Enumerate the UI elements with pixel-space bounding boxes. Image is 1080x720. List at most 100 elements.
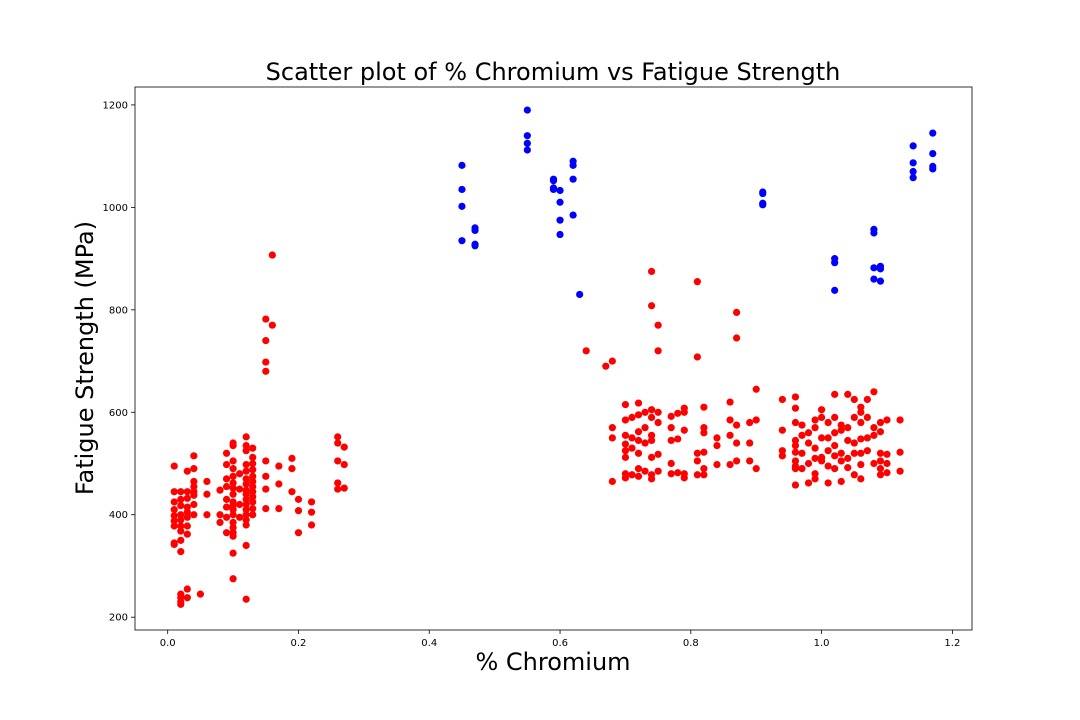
data-point [236, 485, 244, 493]
data-point [222, 482, 231, 491]
data-point [647, 436, 656, 445]
data-point [844, 390, 852, 398]
data-point [294, 529, 303, 537]
x-tick-label: 0.0 [160, 638, 176, 649]
y-tick-label: 1200 [103, 100, 128, 111]
data-point [634, 436, 643, 445]
data-point [876, 428, 885, 436]
data-point [621, 447, 630, 455]
data-point [203, 511, 211, 519]
y-tick-label: 200 [109, 613, 128, 624]
data-point [654, 467, 662, 475]
data-point [824, 418, 832, 427]
data-point [693, 278, 701, 286]
data-point [647, 453, 656, 461]
data-point [177, 522, 185, 530]
data-point [759, 189, 767, 198]
data-point [870, 431, 878, 439]
data-point [870, 229, 878, 237]
data-point [857, 418, 865, 427]
data-point [549, 177, 558, 185]
data-point [229, 523, 237, 532]
data-point [621, 401, 630, 409]
data-point [654, 321, 662, 329]
data-point [249, 453, 257, 461]
data-point [621, 440, 630, 448]
data-point [857, 449, 865, 457]
data-point [242, 516, 250, 524]
data-point [844, 464, 852, 472]
data-point [641, 408, 649, 416]
data-point [170, 522, 178, 530]
data-point [170, 506, 178, 514]
data-point [876, 465, 885, 473]
data-point [909, 159, 917, 167]
data-point [831, 286, 839, 294]
data-point [863, 447, 871, 455]
data-point [818, 413, 826, 422]
data-point [791, 457, 800, 465]
data-point [523, 146, 531, 154]
data-point [693, 471, 701, 479]
data-point [667, 459, 675, 468]
data-point [229, 506, 237, 514]
data-point [216, 486, 224, 494]
data-point [883, 450, 891, 458]
data-point [831, 390, 839, 398]
data-point [229, 484, 237, 492]
data-point [229, 441, 237, 450]
data-point [556, 198, 564, 206]
data-point [804, 429, 813, 437]
data-point [876, 457, 885, 465]
data-point [804, 439, 813, 447]
y-axis-label: Fatigue Strength (MPa) [71, 221, 99, 495]
data-point [641, 467, 649, 475]
data-point [229, 549, 237, 557]
data-point [621, 431, 630, 439]
data-point [634, 411, 643, 419]
data-point [236, 500, 244, 509]
data-point [700, 465, 708, 473]
data-point [837, 426, 845, 434]
data-point [654, 450, 662, 458]
data-point [249, 504, 257, 513]
x-tick-label: 1.0 [814, 638, 830, 649]
x-tick-label: 1.2 [944, 638, 960, 649]
data-point [523, 139, 531, 147]
data-point [196, 590, 204, 598]
data-point [647, 302, 656, 310]
data-point [458, 185, 466, 194]
data-point [883, 416, 891, 424]
data-point [837, 457, 845, 465]
data-point [236, 470, 244, 478]
data-point [608, 357, 616, 365]
y-tick-label: 800 [109, 305, 128, 316]
data-point [863, 413, 871, 422]
data-point [647, 475, 656, 483]
data-point [602, 362, 610, 370]
data-point [831, 441, 839, 450]
data-point [569, 175, 577, 183]
data-point [876, 449, 885, 457]
data-point [190, 465, 198, 473]
data-point [262, 472, 270, 480]
data-point [190, 500, 198, 509]
data-point [791, 481, 800, 489]
data-point [307, 498, 316, 506]
data-point [177, 548, 185, 556]
data-point [340, 484, 348, 492]
data-point [582, 347, 590, 355]
data-point [229, 457, 237, 465]
data-point [222, 449, 231, 457]
data-point [818, 457, 826, 465]
data-point [242, 480, 250, 488]
data-point [857, 435, 865, 443]
data-point [896, 467, 904, 475]
y-tick-label: 600 [109, 408, 128, 419]
data-point [824, 462, 832, 470]
data-point [249, 444, 257, 452]
data-point [798, 465, 806, 473]
data-point [177, 495, 185, 503]
x-tick-label: 0.6 [552, 638, 568, 649]
data-point [700, 403, 708, 411]
